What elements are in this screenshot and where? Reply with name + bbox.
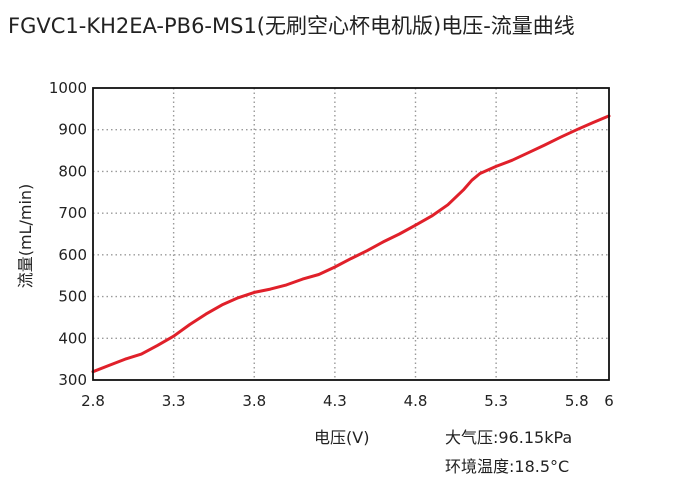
x-tick-label: 3.3 <box>162 392 186 410</box>
y-tick-label: 800 <box>58 162 87 180</box>
flow-curve-line <box>91 114 611 374</box>
y-tick-label: 400 <box>58 329 87 347</box>
grid-lines <box>93 88 609 380</box>
x-axis-label: 电压(V) <box>314 428 370 447</box>
y-tick-label: 500 <box>58 288 87 306</box>
x-tick-label: 6 <box>604 392 614 410</box>
y-tick-label: 600 <box>58 246 87 264</box>
x-tick-labels: 2.8 3.3 3.8 4.3 4.8 5.3 5.8 6 <box>81 392 614 410</box>
x-tick-label: 5.3 <box>484 392 508 410</box>
x-tick-label: 5.8 <box>565 392 589 410</box>
y-tick-label: 300 <box>58 371 87 389</box>
ambient-temperature-note: 环境温度:18.5°C <box>445 457 570 476</box>
plot-frame <box>92 87 610 381</box>
x-tick-label: 2.8 <box>81 392 105 410</box>
y-axis-label: 流量(mL/min) <box>16 183 35 289</box>
atmospheric-pressure-note: 大气压:96.15kPa <box>445 428 573 447</box>
x-tick-label: 4.8 <box>404 392 428 410</box>
series-layer <box>91 114 611 374</box>
y-tick-label: 1000 <box>49 79 87 97</box>
chart-title: FGVC1-KH2EA-PB6-MS1(无刷空心杯电机版)电压-流量曲线 <box>8 14 575 38</box>
y-tick-label: 700 <box>58 204 87 222</box>
x-tick-label: 4.3 <box>323 392 347 410</box>
y-tick-labels: 300 400 500 600 700 800 900 1000 <box>49 79 87 389</box>
y-tick-label: 900 <box>58 121 87 139</box>
x-tick-label: 3.8 <box>242 392 266 410</box>
